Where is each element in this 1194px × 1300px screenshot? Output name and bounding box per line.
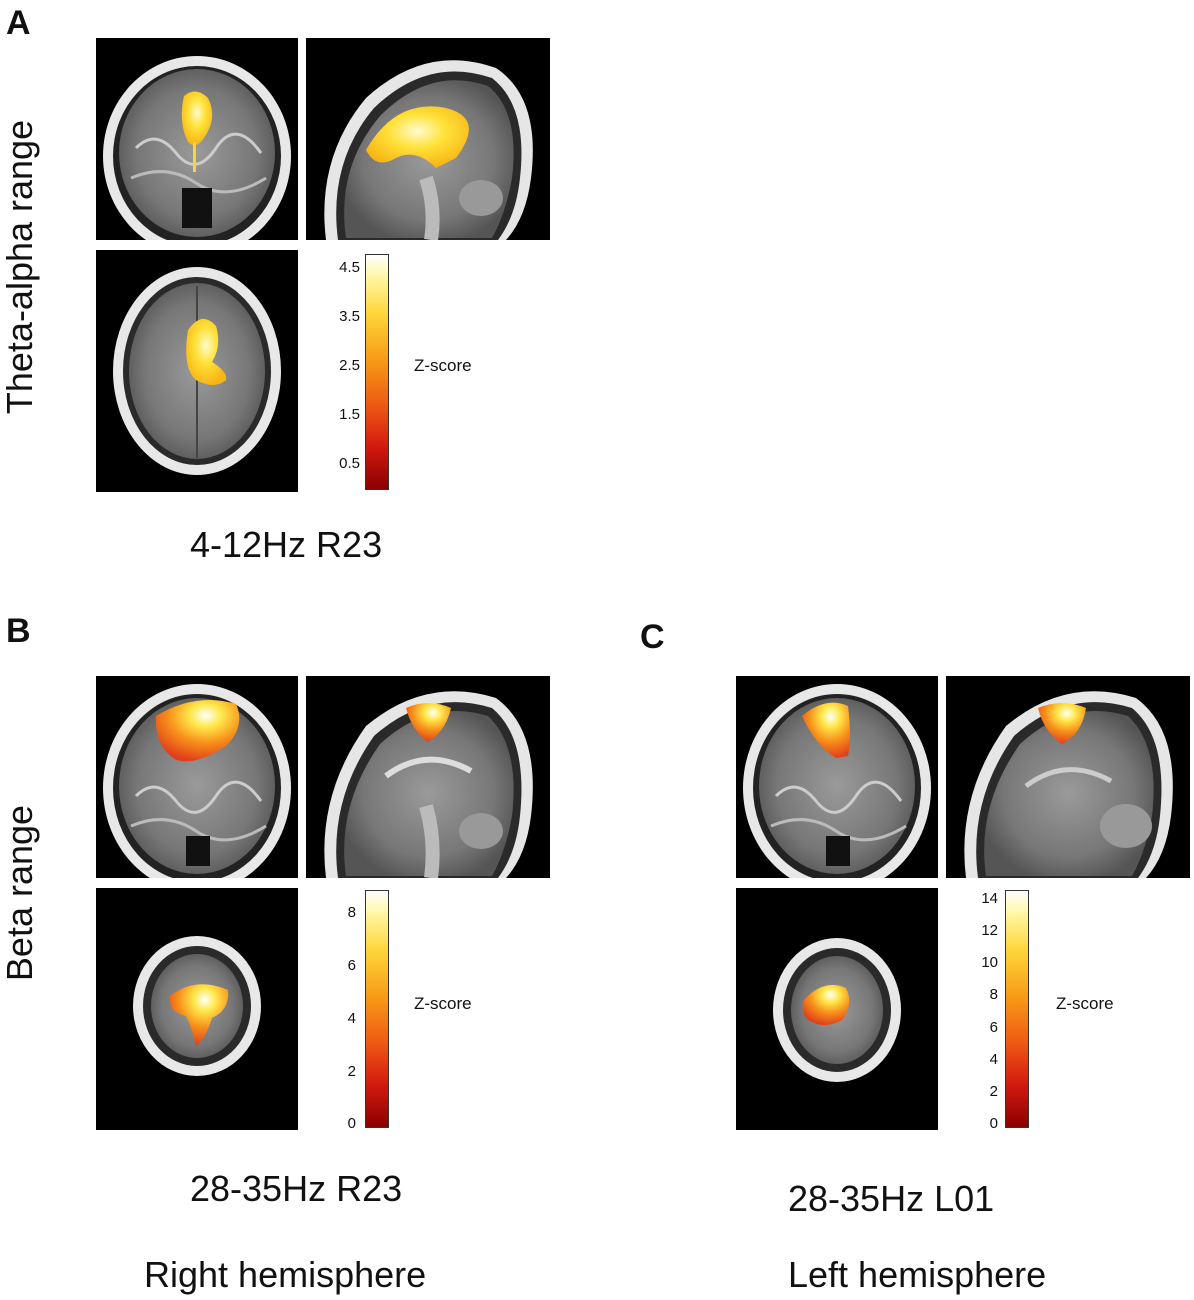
tick-a-2: 2.5 [339, 357, 360, 374]
tick-c-7: 0 [989, 1115, 998, 1132]
mri-axial-b [96, 888, 298, 1130]
tick-c-4: 6 [989, 1019, 998, 1036]
colorbar-a [365, 254, 389, 490]
zscore-label-a: Z-score [414, 356, 472, 375]
zscore-label-c: Z-score [1056, 994, 1114, 1013]
tick-c-1: 12 [981, 922, 998, 939]
tick-c-0: 14 [981, 890, 998, 907]
mri-sagittal-b [306, 676, 550, 878]
subcaption-c: Left hemisphere [788, 1254, 1047, 1295]
tick-a-0: 4.5 [339, 259, 360, 276]
tick-b-1: 6 [347, 957, 356, 974]
mri-sagittal-a [306, 38, 550, 240]
tick-c-5: 4 [989, 1051, 998, 1068]
panel-letter-a: A [6, 4, 31, 42]
mri-coronal-c [736, 676, 938, 878]
tick-b-2: 4 [347, 1010, 356, 1027]
panel-letter-b: B [6, 612, 31, 650]
caption-b: 28-35Hz R23 [190, 1168, 403, 1209]
caption-c: 28-35Hz L01 [788, 1178, 995, 1219]
colorbar-b [365, 890, 389, 1128]
tick-b-3: 2 [347, 1063, 356, 1080]
row-label-b: Beta range [0, 804, 40, 982]
mri-coronal-a [96, 38, 298, 240]
tick-b-0: 8 [347, 904, 356, 921]
tick-b-4: 0 [347, 1115, 356, 1132]
row-label-a: Theta-alpha range [0, 119, 40, 415]
tick-c-6: 2 [989, 1083, 998, 1100]
tick-a-1: 3.5 [339, 308, 360, 325]
mri-axial-a [96, 250, 298, 492]
subcaption-b: Right hemisphere [144, 1254, 427, 1295]
mri-sagittal-c [946, 676, 1190, 878]
zscore-label-b: Z-score [414, 994, 472, 1013]
tick-c-3: 8 [989, 986, 998, 1003]
tick-a-3: 1.5 [339, 406, 360, 423]
colorbar-c [1005, 890, 1029, 1128]
tick-a-4: 0.5 [339, 455, 360, 472]
panel-letter-c: C [640, 618, 665, 656]
mri-axial-c [736, 888, 938, 1130]
mri-coronal-b [96, 676, 298, 878]
tick-c-2: 10 [981, 954, 998, 971]
caption-a: 4-12Hz R23 [190, 524, 383, 565]
